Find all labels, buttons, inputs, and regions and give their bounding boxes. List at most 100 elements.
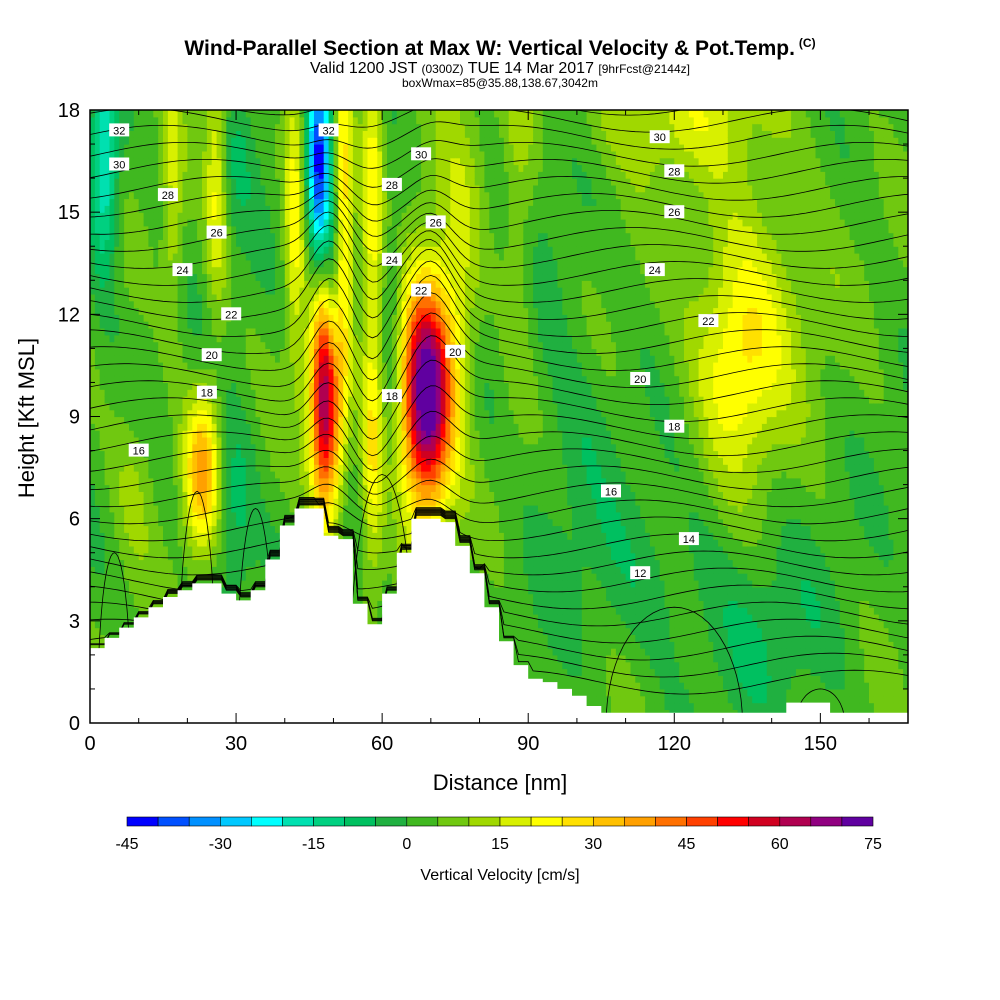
field-cell — [148, 212, 154, 220]
field-cell — [270, 471, 276, 479]
field-cell — [343, 477, 349, 486]
field-cell — [182, 164, 188, 172]
field-cell — [294, 225, 300, 234]
field-cell — [279, 157, 286, 166]
field-cell — [94, 389, 101, 397]
field-cell — [221, 532, 227, 540]
field-cell — [250, 559, 257, 567]
field-cell — [275, 123, 281, 131]
field-cell — [99, 280, 106, 288]
field-cell — [104, 620, 111, 629]
field-cell — [99, 246, 106, 254]
field-cell — [99, 232, 106, 240]
field-cell — [109, 239, 115, 247]
field-cell — [221, 436, 227, 445]
field-cell — [309, 144, 315, 152]
field-cell — [294, 300, 300, 309]
field-cell — [221, 273, 227, 281]
field-cell — [99, 157, 106, 166]
field-cell — [167, 396, 174, 404]
field-cell — [236, 150, 242, 159]
field-cell — [318, 191, 325, 200]
field-cell — [299, 443, 305, 452]
field-cell — [240, 457, 247, 465]
field-cell — [231, 368, 237, 377]
field-cell — [197, 280, 203, 288]
field-cell — [221, 498, 227, 506]
field-cell — [284, 436, 291, 445]
field-cell — [90, 477, 96, 486]
field-cell — [197, 471, 203, 479]
field-cell — [294, 259, 300, 268]
field-cell — [323, 430, 330, 438]
field-cell — [94, 471, 101, 479]
field-cell — [314, 450, 320, 458]
field-cell — [343, 110, 349, 118]
field-cell — [294, 287, 300, 295]
field-cell — [323, 266, 330, 275]
field-cell — [143, 266, 150, 275]
field-cell — [245, 580, 252, 588]
field-cell — [226, 205, 232, 213]
field-cell — [129, 253, 135, 261]
field-cell — [270, 293, 276, 302]
field-cell — [94, 293, 101, 302]
field-cell — [221, 184, 227, 193]
field-cell — [328, 164, 335, 172]
field-cell — [343, 341, 349, 349]
field-cell — [265, 273, 271, 281]
field-cell — [348, 402, 354, 411]
field-cell — [304, 314, 310, 322]
field-cell — [226, 321, 232, 329]
field-cell — [114, 484, 120, 492]
field-cell — [104, 266, 111, 275]
field-cell — [245, 375, 252, 383]
field-cell — [323, 416, 330, 424]
field-cell — [197, 430, 203, 438]
field-cell — [163, 511, 169, 520]
field-cell — [328, 368, 335, 377]
field-cell — [148, 430, 154, 438]
field-cell — [279, 307, 286, 315]
field-cell — [138, 409, 145, 418]
field-cell — [197, 355, 203, 363]
field-cell — [119, 266, 125, 275]
field-cell — [158, 498, 164, 506]
field-cell — [352, 409, 359, 418]
field-cell — [250, 491, 257, 499]
field-cell — [216, 123, 223, 131]
field-cell — [270, 477, 276, 486]
field-cell — [90, 171, 96, 179]
field-cell — [304, 144, 310, 152]
field-cell — [187, 498, 193, 506]
field-cell — [284, 368, 291, 377]
field-cell — [294, 205, 300, 213]
field-cell — [270, 511, 276, 520]
field-cell — [202, 259, 208, 268]
field-cell — [167, 518, 174, 527]
field-cell — [177, 477, 184, 486]
field-cell — [143, 607, 150, 615]
field-cell — [289, 280, 296, 288]
field-cell — [245, 164, 252, 172]
field-cell — [163, 362, 169, 370]
field-cell — [211, 450, 218, 458]
field-cell — [192, 341, 198, 349]
field-cell — [90, 627, 96, 635]
field-cell — [240, 545, 247, 554]
field-cell — [255, 389, 261, 397]
field-cell — [124, 191, 130, 200]
field-cell — [226, 293, 232, 302]
field-cell — [275, 225, 281, 234]
field-cell — [206, 396, 213, 404]
field-cell — [124, 552, 130, 561]
field-cell — [211, 246, 218, 254]
field-cell — [240, 382, 247, 390]
field-cell — [236, 573, 242, 581]
field-cell — [133, 110, 140, 118]
field-cell — [138, 416, 145, 424]
field-cell — [245, 239, 252, 247]
field-cell — [211, 110, 218, 118]
field-cell — [167, 484, 174, 492]
field-cell — [177, 498, 184, 506]
